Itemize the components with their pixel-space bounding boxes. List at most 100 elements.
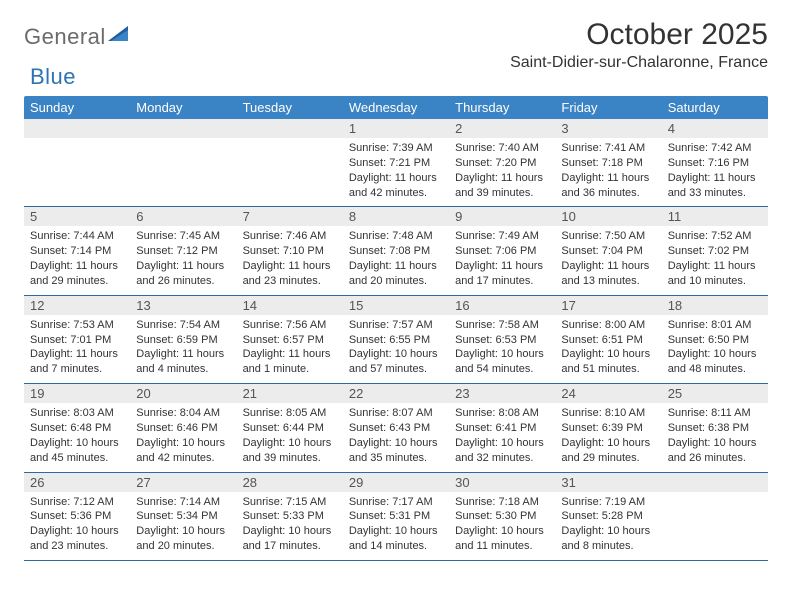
calendar-cell: 3Sunrise: 7:41 AMSunset: 7:18 PMDaylight… [555,119,661,207]
day-info: Sunrise: 7:40 AMSunset: 7:20 PMDaylight:… [449,138,555,206]
day-info: Sunrise: 7:14 AMSunset: 5:34 PMDaylight:… [130,492,236,560]
sunrise-text: Sunrise: 7:57 AM [349,318,443,333]
weekday-header: Friday [555,96,661,119]
day-number: 29 [343,473,449,492]
day-info: Sunrise: 7:52 AMSunset: 7:02 PMDaylight:… [662,226,768,294]
daylight-text-2: and 35 minutes. [349,451,443,466]
daylight-text-2: and 17 minutes. [455,274,549,289]
sunset-text: Sunset: 7:20 PM [455,156,549,171]
calendar-cell: 23Sunrise: 8:08 AMSunset: 6:41 PMDayligh… [449,384,555,472]
calendar-cell: 5Sunrise: 7:44 AMSunset: 7:14 PMDaylight… [24,207,130,295]
daylight-text: Daylight: 11 hours [30,259,124,274]
weekday-header: Wednesday [343,96,449,119]
daylight-text-2: and 20 minutes. [349,274,443,289]
day-info: Sunrise: 7:42 AMSunset: 7:16 PMDaylight:… [662,138,768,206]
sunrise-text: Sunrise: 8:04 AM [136,406,230,421]
day-number: 28 [237,473,343,492]
brand-logo: General [24,18,132,50]
sunset-text: Sunset: 6:53 PM [455,333,549,348]
calendar-cell: 9Sunrise: 7:49 AMSunset: 7:06 PMDaylight… [449,207,555,295]
daylight-text-2: and 42 minutes. [136,451,230,466]
calendar-cell: 17Sunrise: 8:00 AMSunset: 6:51 PMDayligh… [555,295,661,383]
day-number: 18 [662,296,768,315]
sunset-text: Sunset: 6:46 PM [136,421,230,436]
calendar-cell [130,119,236,207]
day-info: Sunrise: 7:44 AMSunset: 7:14 PMDaylight:… [24,226,130,294]
day-info: Sunrise: 8:07 AMSunset: 6:43 PMDaylight:… [343,403,449,471]
daylight-text: Daylight: 11 hours [561,259,655,274]
daylight-text: Daylight: 11 hours [349,171,443,186]
sunset-text: Sunset: 6:48 PM [30,421,124,436]
daylight-text-2: and 11 minutes. [455,539,549,554]
calendar-row: 1Sunrise: 7:39 AMSunset: 7:21 PMDaylight… [24,119,768,207]
daylight-text-2: and 1 minute. [243,362,337,377]
sunset-text: Sunset: 7:12 PM [136,244,230,259]
sunrise-text: Sunrise: 7:48 AM [349,229,443,244]
calendar-cell: 4Sunrise: 7:42 AMSunset: 7:16 PMDaylight… [662,119,768,207]
daylight-text-2: and 39 minutes. [243,451,337,466]
calendar-cell: 22Sunrise: 8:07 AMSunset: 6:43 PMDayligh… [343,384,449,472]
calendar-cell: 31Sunrise: 7:19 AMSunset: 5:28 PMDayligh… [555,472,661,560]
sunset-text: Sunset: 6:41 PM [455,421,549,436]
calendar-cell [237,119,343,207]
day-number: 1 [343,119,449,138]
weekday-header: Monday [130,96,236,119]
day-info [130,138,236,200]
day-number: 8 [343,207,449,226]
daylight-text-2: and 17 minutes. [243,539,337,554]
calendar-cell: 16Sunrise: 7:58 AMSunset: 6:53 PMDayligh… [449,295,555,383]
calendar-cell: 14Sunrise: 7:56 AMSunset: 6:57 PMDayligh… [237,295,343,383]
daylight-text: Daylight: 10 hours [30,436,124,451]
daylight-text: Daylight: 11 hours [455,259,549,274]
day-info: Sunrise: 8:01 AMSunset: 6:50 PMDaylight:… [662,315,768,383]
weekday-header: Sunday [24,96,130,119]
weekday-header: Tuesday [237,96,343,119]
daylight-text: Daylight: 10 hours [668,347,762,362]
day-info: Sunrise: 7:57 AMSunset: 6:55 PMDaylight:… [343,315,449,383]
location: Saint-Didier-sur-Chalaronne, France [510,54,768,72]
sunset-text: Sunset: 6:55 PM [349,333,443,348]
day-info: Sunrise: 8:08 AMSunset: 6:41 PMDaylight:… [449,403,555,471]
calendar-head: Sunday Monday Tuesday Wednesday Thursday… [24,96,768,119]
daylight-text-2: and 4 minutes. [136,362,230,377]
sunset-text: Sunset: 5:34 PM [136,509,230,524]
daylight-text-2: and 23 minutes. [243,274,337,289]
calendar-cell: 12Sunrise: 7:53 AMSunset: 7:01 PMDayligh… [24,295,130,383]
calendar-cell: 25Sunrise: 8:11 AMSunset: 6:38 PMDayligh… [662,384,768,472]
calendar-cell: 2Sunrise: 7:40 AMSunset: 7:20 PMDaylight… [449,119,555,207]
daylight-text: Daylight: 10 hours [561,524,655,539]
day-info: Sunrise: 7:49 AMSunset: 7:06 PMDaylight:… [449,226,555,294]
daylight-text-2: and 54 minutes. [455,362,549,377]
day-number [24,119,130,138]
calendar-page: General October 2025 Saint-Didier-sur-Ch… [0,0,792,561]
calendar-cell: 18Sunrise: 8:01 AMSunset: 6:50 PMDayligh… [662,295,768,383]
sunset-text: Sunset: 7:04 PM [561,244,655,259]
daylight-text: Daylight: 10 hours [455,524,549,539]
daylight-text-2: and 13 minutes. [561,274,655,289]
brand-word2: Blue [30,64,76,90]
sunrise-text: Sunrise: 7:45 AM [136,229,230,244]
day-info [24,138,130,200]
day-info [237,138,343,200]
daylight-text-2: and 23 minutes. [30,539,124,554]
daylight-text-2: and 45 minutes. [30,451,124,466]
daylight-text: Daylight: 10 hours [668,436,762,451]
daylight-text: Daylight: 10 hours [349,436,443,451]
daylight-text-2: and 57 minutes. [349,362,443,377]
sunrise-text: Sunrise: 7:53 AM [30,318,124,333]
sunset-text: Sunset: 7:16 PM [668,156,762,171]
sunset-text: Sunset: 7:02 PM [668,244,762,259]
daylight-text-2: and 26 minutes. [136,274,230,289]
sunrise-text: Sunrise: 7:19 AM [561,495,655,510]
calendar-cell [662,472,768,560]
sunset-text: Sunset: 6:44 PM [243,421,337,436]
day-info: Sunrise: 7:53 AMSunset: 7:01 PMDaylight:… [24,315,130,383]
sunrise-text: Sunrise: 7:15 AM [243,495,337,510]
daylight-text: Daylight: 10 hours [349,347,443,362]
calendar-cell: 27Sunrise: 7:14 AMSunset: 5:34 PMDayligh… [130,472,236,560]
daylight-text: Daylight: 11 hours [243,347,337,362]
daylight-text: Daylight: 10 hours [243,436,337,451]
sunset-text: Sunset: 6:50 PM [668,333,762,348]
day-info: Sunrise: 7:50 AMSunset: 7:04 PMDaylight:… [555,226,661,294]
daylight-text: Daylight: 11 hours [561,171,655,186]
